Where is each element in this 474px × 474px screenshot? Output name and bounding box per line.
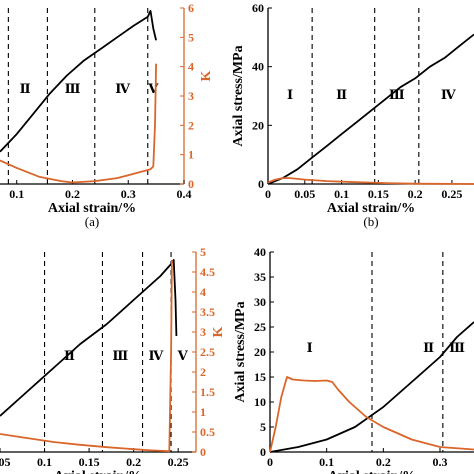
stage-label: Ⅴ: [147, 81, 159, 96]
y-tick-label: 35: [254, 270, 266, 284]
right-y-tick-label: 5: [200, 245, 206, 259]
right-axis-title: K: [199, 70, 214, 81]
stage-label: Ⅲ: [389, 87, 405, 102]
stage-label: Ⅲ: [449, 340, 465, 355]
y-tick-label: 60: [252, 1, 264, 15]
stress-curve: [0, 259, 178, 417]
stage-label: Ⅳ: [149, 348, 164, 363]
right-y-tick-label: 6: [188, 1, 194, 15]
right-y-tick-label: 4: [200, 285, 206, 299]
x-tick-label: 0.3: [433, 455, 448, 469]
x-tick-label: 0.05: [0, 455, 11, 469]
panel-label: (a): [85, 214, 99, 229]
x-tick-label: 0.25: [168, 455, 189, 469]
y-tick-label: 5: [260, 420, 266, 434]
y-tick-label: 40: [252, 60, 264, 74]
right-y-tick-label: 3.5: [200, 305, 215, 319]
x-tick-label: 0.1: [319, 455, 334, 469]
panel-c: 0.05 0.1 0.15 0.2 0.25 0 0.5 1 1.5 2 2.5 3 3.5 4 4.5 5 Ⅱ…: [0, 245, 226, 474]
right-y-tick-label: 1: [188, 148, 194, 162]
right-y-tick-label: 1.5: [200, 385, 215, 399]
panel-label: (b): [363, 214, 378, 229]
right-y-tick-label: 2: [200, 365, 206, 379]
stage-label: Ⅱ: [64, 348, 75, 363]
y-tick-label: 10: [254, 395, 266, 409]
k-curve: [0, 63, 157, 184]
y-axis-title: Axial stress/MPa: [233, 301, 248, 402]
x-tick-label: 0.1: [9, 187, 24, 201]
stage-label: Ⅳ: [441, 87, 456, 102]
right-axis-title: K: [211, 326, 226, 337]
x-axis-title: Axial strain/%: [327, 201, 415, 216]
stage-label: Ⅲ: [112, 348, 128, 363]
k-curve: [267, 177, 474, 185]
x-tick-label: 0.25: [441, 187, 462, 201]
x-axis-title: Axial strain/%: [328, 469, 416, 474]
k-curve: [0, 259, 173, 453]
x-tick-label: 0.1: [334, 187, 349, 201]
x-axis-title: Axial strain/%: [54, 469, 142, 474]
right-y-tick-label: 4: [188, 60, 194, 74]
right-y-tick-label: 2.5: [200, 345, 215, 359]
y-tick-label: 30: [254, 295, 266, 309]
x-tick-label: 0.3: [121, 187, 136, 201]
right-y-tick-label: 0: [200, 445, 206, 459]
x-tick-label: 0.1: [37, 455, 52, 469]
right-y-tick-label: 2: [188, 118, 194, 132]
right-y-tick-label: 4.5: [200, 265, 215, 279]
stage-label: Ⅲ: [65, 81, 81, 96]
right-y-tick-label: 5: [188, 30, 194, 44]
y-tick-label: 40: [254, 245, 266, 259]
stage-label: Ⅱ: [20, 81, 31, 96]
right-y-tick-label: 3: [188, 89, 194, 103]
y-tick-label: 20: [254, 345, 266, 359]
x-tick-label: 0.4: [177, 187, 192, 201]
stage-label: Ⅰ: [307, 340, 313, 355]
x-tick-label: 0.2: [65, 187, 80, 201]
panel-a: 0.1 0.2 0.3 0.40 1 2 3 4 5 6 Ⅱ Ⅲ Ⅳ Ⅴ Axial strain/% K (a…: [0, 1, 214, 229]
x-tick-label: 0.2: [376, 455, 391, 469]
stress-curve: [267, 33, 474, 185]
y-tick-label: 20: [252, 118, 264, 132]
x-tick-label: 0.15: [79, 455, 100, 469]
stress-curve: [0, 9, 157, 153]
k-curve: [269, 376, 474, 453]
stage-label: Ⅳ: [115, 81, 130, 96]
x-tick-label: 0.05: [294, 187, 315, 201]
x-tick-label: 0.2: [408, 187, 423, 201]
stage-label: Ⅰ: [287, 87, 293, 102]
stage-label: Ⅱ: [336, 87, 347, 102]
right-y-tick-label: 3: [200, 325, 206, 339]
right-y-tick-label: 1: [200, 405, 206, 419]
x-tick-label: 0: [265, 187, 271, 201]
y-axis-title: Axial stress/MPa: [231, 45, 246, 146]
x-tick-label: 0.2: [126, 455, 141, 469]
x-tick-label: 0: [267, 455, 273, 469]
y-tick-label: 15: [254, 370, 266, 384]
right-y-tick-label: 0: [188, 177, 194, 191]
stage-label: Ⅴ: [177, 348, 189, 363]
y-tick-label: 25: [254, 320, 266, 334]
right-y-tick-label: 0.5: [200, 425, 215, 439]
panel-b: 0 0.05 0.1 0.15 0.2 0.25 0 20 40 60 Ⅰ Ⅱ Ⅲ Ⅳ Axial stra…: [231, 1, 474, 229]
x-axis-title: Axial strain/%: [48, 201, 136, 216]
stage-label: Ⅱ: [423, 340, 434, 355]
y-tick-label: 0: [258, 177, 264, 191]
x-tick-label: 0.15: [368, 187, 389, 201]
y-tick-label: 0: [260, 445, 266, 459]
stress-curve: [269, 321, 474, 453]
